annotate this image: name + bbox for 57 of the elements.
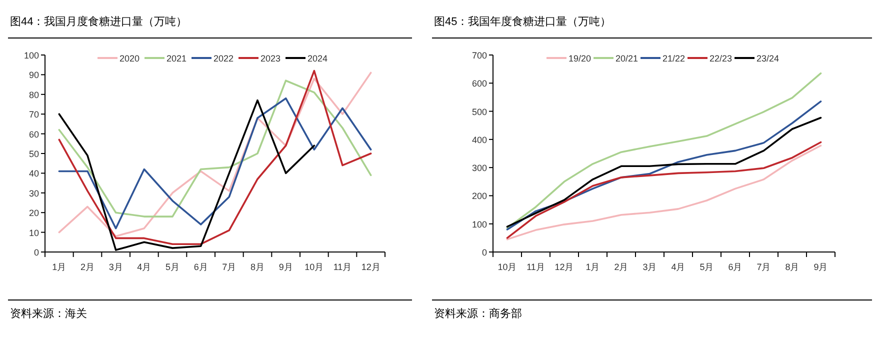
x-tick-label: 2月 — [614, 262, 628, 272]
x-tick-label: 11月 — [526, 262, 545, 272]
x-tick-label: 8月 — [785, 262, 800, 272]
y-tick-label: 100 — [472, 219, 487, 230]
legend-label: 2021 — [166, 54, 187, 64]
chart-title: 图44：我国月度食糖进口量（万吨） — [10, 15, 188, 28]
legend-label: 2020 — [120, 54, 140, 64]
y-tick-label: 300 — [472, 163, 487, 174]
x-tick-label: 4月 — [671, 262, 686, 272]
y-tick-label: 30 — [28, 188, 39, 198]
text: 资料来源：海关 — [10, 307, 87, 320]
y-tick-label: 80 — [28, 90, 39, 100]
legend-label: 2024 — [308, 54, 328, 64]
y-tick-label: 90 — [28, 70, 39, 80]
legend-label: 20/21 — [616, 54, 638, 64]
y-tick-label: 60 — [28, 129, 39, 140]
y-tick-label: 700 — [472, 50, 487, 60]
x-tick-label: 9月 — [814, 262, 828, 272]
x-tick-label: 6月 — [194, 262, 208, 272]
legend-label: 2023 — [260, 54, 281, 64]
x-tick-label: 10月 — [304, 262, 324, 272]
x-tick-label: 3月 — [642, 262, 657, 272]
y-tick-label: 400 — [472, 134, 487, 145]
y-tick-label: 10 — [28, 228, 39, 238]
legend-label: 21/22 — [662, 54, 686, 64]
y-tick-label: 20 — [28, 208, 39, 218]
legend-label: 22/23 — [710, 54, 732, 64]
x-tick-label: 5月 — [700, 262, 714, 272]
legend-label: 19/20 — [568, 54, 592, 64]
x-tick-label: 12月 — [554, 262, 574, 272]
x-tick-label: 8月 — [250, 262, 265, 272]
x-tick-label: 6月 — [728, 262, 742, 272]
chart-title: 图45：我国年度食糖进口量（万吨） — [434, 15, 612, 28]
y-tick-label: 600 — [472, 78, 487, 89]
x-tick-label: 1月 — [52, 262, 66, 272]
legend-label: 23/24 — [756, 54, 780, 64]
x-tick-label: 4月 — [137, 262, 152, 272]
y-tick-label: 200 — [472, 191, 487, 202]
x-tick-label: 2月 — [80, 262, 95, 272]
x-tick-label: 7月 — [222, 262, 236, 272]
text: 资料来源：商务部 — [434, 307, 522, 320]
x-tick-label: 1月 — [586, 262, 600, 272]
y-tick-label: 0 — [34, 248, 39, 258]
y-tick-label: 40 — [28, 168, 39, 179]
x-tick-label: 12月 — [361, 262, 380, 272]
y-tick-label: 50 — [28, 149, 39, 159]
x-tick-label: 3月 — [108, 262, 123, 272]
x-tick-label: 5月 — [165, 262, 180, 272]
y-tick-label: 0 — [482, 248, 487, 258]
x-tick-label: 10月 — [498, 262, 517, 272]
y-tick-label: 100 — [24, 50, 39, 60]
x-tick-label: 7月 — [756, 262, 771, 272]
y-tick-label: 70 — [28, 110, 39, 120]
y-tick-label: 500 — [472, 106, 487, 117]
x-tick-label: 11月 — [333, 262, 352, 272]
x-tick-label: 9月 — [278, 262, 293, 272]
legend-label: 2022 — [214, 54, 234, 64]
